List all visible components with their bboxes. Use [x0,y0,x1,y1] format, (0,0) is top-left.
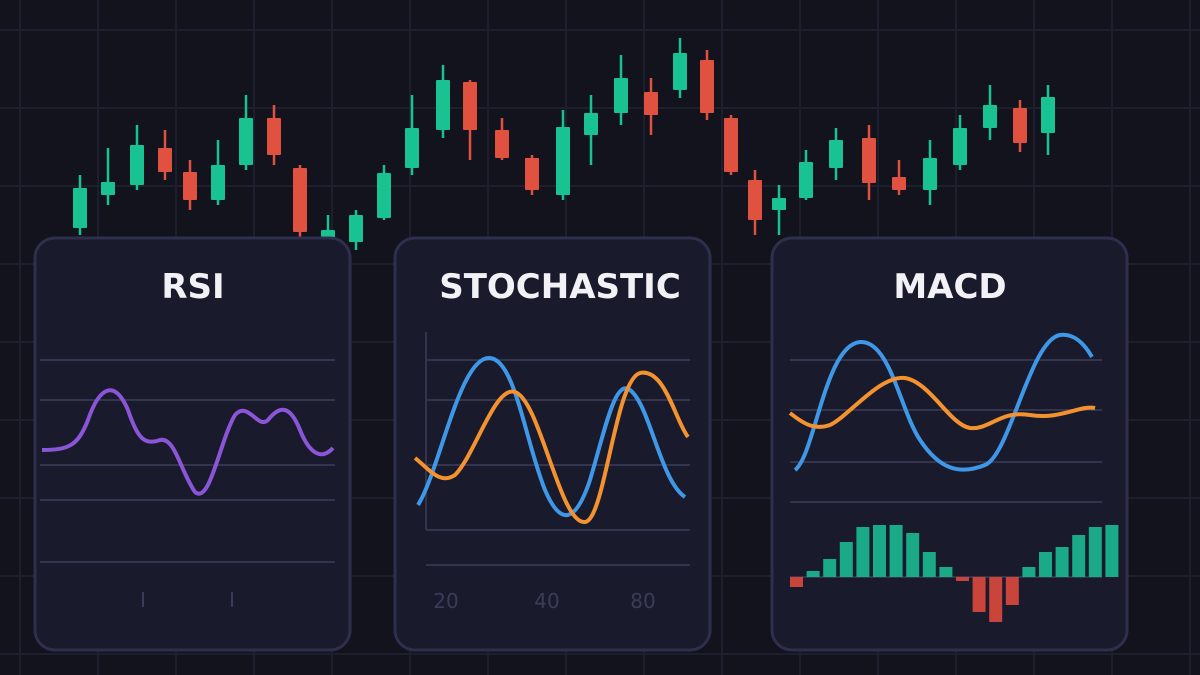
candle-body [293,168,307,232]
candle-body [267,118,281,155]
histogram-bar [806,571,820,577]
histogram-bar [790,577,803,587]
histogram-bar [922,552,936,577]
histogram-bar [972,577,986,612]
candle-body [614,78,628,113]
candle-body [983,105,997,128]
candle-body [556,127,570,195]
candle-body [158,148,172,172]
signal-line [788,375,1096,431]
rsi-line [41,388,335,496]
histogram-bar [1055,547,1069,577]
candle-body [1013,108,1027,143]
candle-body [377,173,391,218]
histogram-bar [906,533,920,577]
histogram-bar [939,567,953,577]
candle-body [183,172,197,200]
histogram-bar [1088,527,1102,577]
histogram-bar [989,577,1003,622]
candle-body [239,118,253,165]
candle-body [463,82,477,130]
candle-body [101,182,115,195]
candlesticks [73,38,1055,250]
histogram-bar [1105,525,1119,577]
candle-body [923,158,937,190]
card [393,236,712,652]
card-title: RSI [161,267,224,307]
axis-label: 40 [534,589,559,613]
candle-body [525,158,539,190]
axis-label: 20 [433,589,458,613]
macd-card: MACD [770,236,1129,652]
candle-body [73,188,87,228]
histogram-bar [889,525,903,577]
candle-body [772,198,786,210]
stochastic-card: STOCHASTIC 20 40 80 [393,236,712,652]
candle-body [829,140,843,168]
candle-body [211,165,225,200]
candle-body [700,60,714,113]
candle-body [953,128,967,165]
k-line [416,356,687,518]
candle-body [584,113,598,135]
histogram-bar [1072,535,1086,577]
candle-body [892,177,906,190]
candle-body [495,130,509,158]
histogram-bar [1022,567,1036,577]
candle-body [673,53,687,90]
histogram-bar [839,542,853,577]
candle-body [1041,97,1055,133]
histogram-bar [956,577,969,581]
card-title: STOCHASTIC [439,267,681,307]
candle-body [644,92,658,115]
candle-body [130,145,144,185]
macd-line [793,332,1094,472]
candle-body [724,118,738,172]
candle-body [748,180,762,220]
histogram-bar [873,525,886,577]
histogram [790,525,1119,622]
d-line [413,370,690,524]
histogram-bar [856,527,870,577]
rsi-card: RSI [33,236,352,652]
candle-body [349,215,363,242]
candle-body [799,162,813,198]
card [33,236,352,652]
candle-body [405,128,419,168]
card-title: MACD [893,267,1006,307]
candle-body [436,80,450,130]
histogram-bar [1005,577,1019,605]
axis-label: 80 [630,589,655,613]
candle-body [862,138,876,183]
histogram-bar [1039,552,1052,577]
histogram-bar [823,559,837,577]
